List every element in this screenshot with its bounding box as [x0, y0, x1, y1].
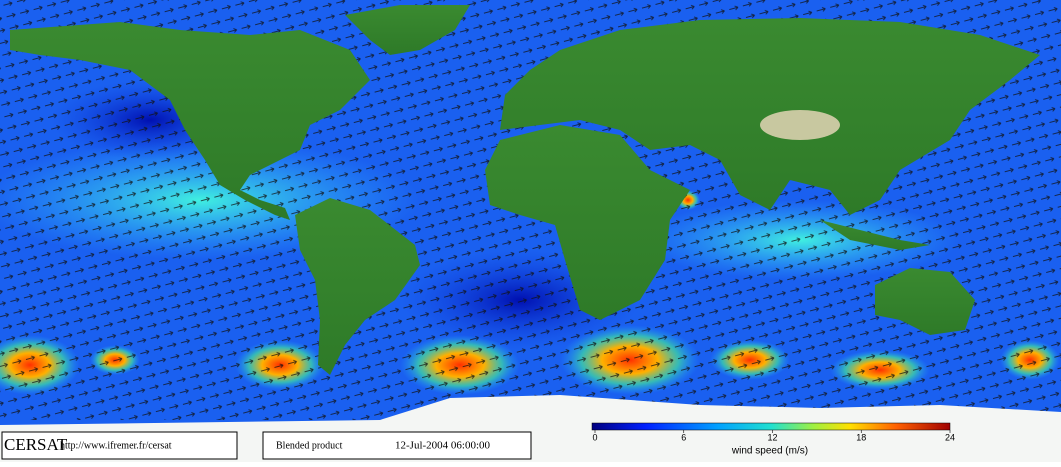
colorbar-tick-label: 18 — [856, 432, 866, 442]
url: http://www.ifremer.fr/cersat — [60, 440, 172, 451]
logo-box — [1, 431, 238, 460]
greenland — [345, 5, 470, 55]
south-america — [295, 198, 420, 375]
north-america — [10, 22, 370, 220]
australia — [875, 268, 975, 335]
logo: CERSAT — [4, 435, 68, 454]
colorbar: wind speed (m/s) 0 6 12 18 24 — [591, 422, 955, 457]
colorbar-scale — [591, 422, 951, 431]
colorbar-tick-label: 6 — [681, 432, 686, 442]
product: Blended product — [276, 440, 343, 451]
colorbar-tick-label: 0 — [592, 432, 597, 442]
timestamp: 12-Jul-2004 06:00:00 — [395, 440, 491, 452]
colorbar-label: wind speed (m/s) — [731, 446, 808, 457]
africa — [485, 125, 690, 320]
indonesia — [820, 220, 930, 250]
colorbar-tick-label: 12 — [767, 432, 777, 442]
colorbar-tick-label: 24 — [945, 432, 955, 442]
tibet-plateau — [760, 110, 840, 140]
info-box — [262, 431, 532, 460]
